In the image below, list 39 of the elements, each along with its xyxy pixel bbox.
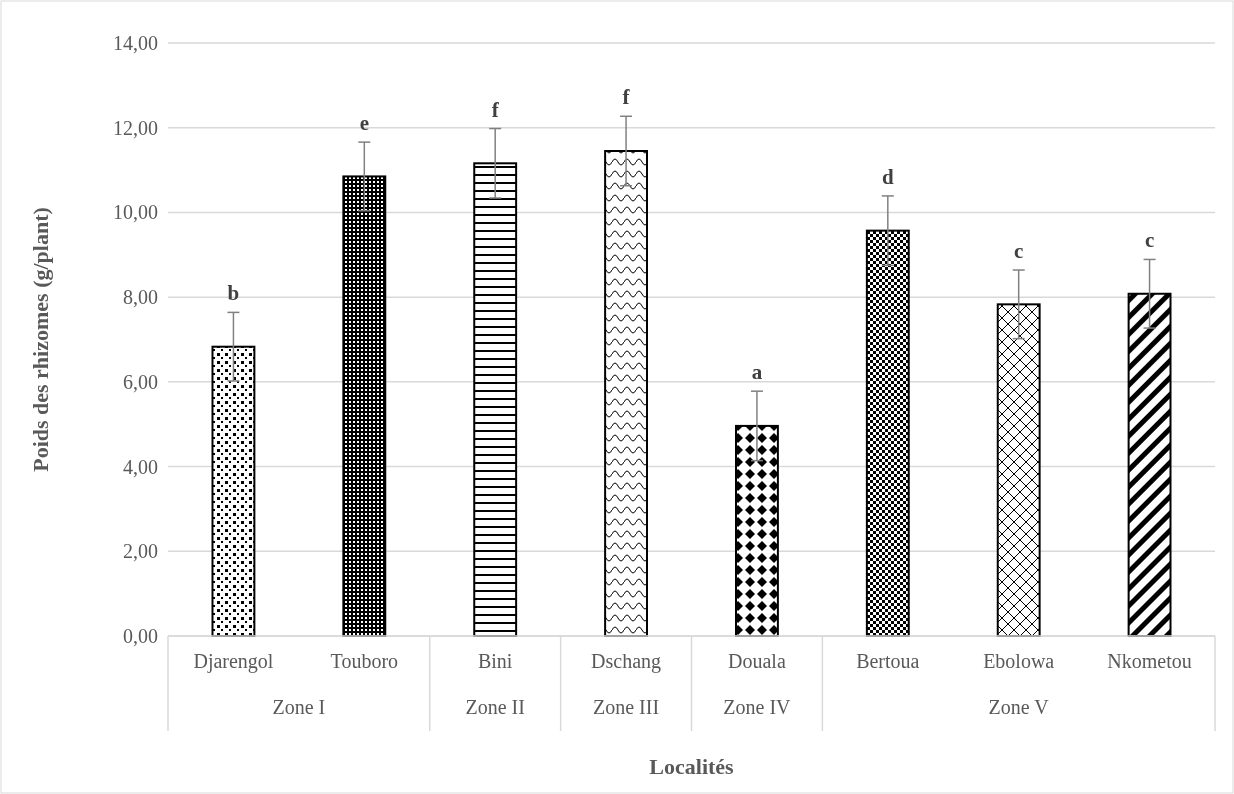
y-tick-label: 12,00 xyxy=(113,116,158,139)
x-tick-label: Douala xyxy=(728,650,786,672)
x-tick-label: Bertoua xyxy=(856,650,920,672)
x-tick-label: Touboro xyxy=(330,650,399,672)
x-axis-title: Localités xyxy=(649,754,735,779)
bar xyxy=(473,162,518,637)
bar xyxy=(865,229,910,637)
text: Zone III xyxy=(593,696,660,718)
y-tick-label: 6,00 xyxy=(123,370,158,393)
x-tick-label: Djarengol xyxy=(193,650,274,673)
x-tick-label: Ebolowa xyxy=(983,650,1055,672)
text: Zone I xyxy=(272,696,326,718)
y-tick-label: 4,00 xyxy=(123,455,158,478)
y-tick-label: 8,00 xyxy=(123,286,158,309)
bar xyxy=(604,150,648,637)
bar xyxy=(996,303,1041,637)
y-tick-label: 2,00 xyxy=(123,540,158,563)
annotation: d xyxy=(881,164,894,189)
y-tick-label: 10,00 xyxy=(113,201,158,224)
text: Zone V xyxy=(988,696,1050,718)
annotation: a xyxy=(751,360,763,385)
annotation: f xyxy=(622,85,631,110)
x-tick-label: Nkometou xyxy=(1107,650,1192,672)
bar xyxy=(735,424,779,637)
annotation: e xyxy=(359,111,369,136)
y-axis-title: Poids des rhizomes (g/plant) xyxy=(28,207,53,472)
bar xyxy=(1127,292,1172,637)
text: Zone II xyxy=(465,696,525,718)
annotation: b xyxy=(227,281,240,306)
annotation: f xyxy=(491,97,500,122)
x-tick-label: Bini xyxy=(477,650,513,672)
annotation: c xyxy=(1014,239,1024,264)
y-tick-label: 0,00 xyxy=(123,625,158,647)
bar xyxy=(211,345,256,637)
bar xyxy=(342,175,387,637)
y-tick-label: 14,00 xyxy=(113,32,158,54)
x-tick-label: Dschang xyxy=(591,650,662,673)
annotation: c xyxy=(1144,228,1155,253)
text: Zone IV xyxy=(723,696,792,718)
